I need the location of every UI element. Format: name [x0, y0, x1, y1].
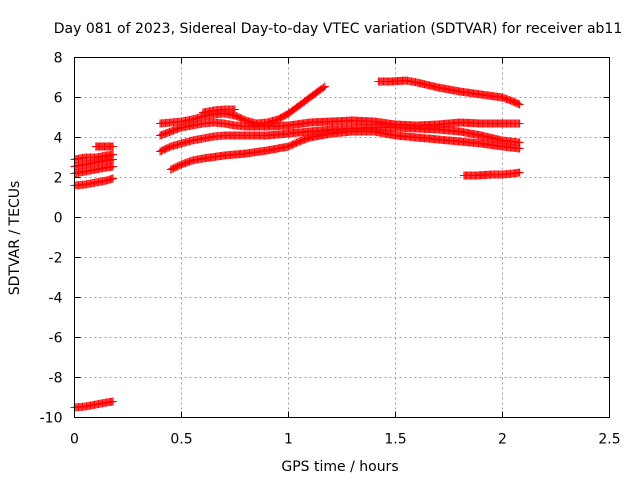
series-arc-a-negative — [70, 397, 118, 412]
series-arc-b-bottom — [166, 127, 524, 174]
x-tick-label: 2.5 — [598, 432, 620, 448]
data-point — [514, 99, 523, 108]
x-tick-label: 0 — [70, 432, 79, 448]
data-point — [109, 397, 118, 406]
series-arc-a-mid — [70, 155, 118, 171]
series-arc-c-high — [374, 76, 524, 109]
y-tick-label: -2 — [49, 251, 63, 267]
data-point — [109, 174, 118, 183]
series-arc-b-short — [198, 105, 239, 117]
data-point — [515, 100, 524, 109]
x-tick-label: 1 — [284, 432, 293, 448]
series-arc-c-low — [459, 168, 524, 180]
series-arc-a-bottom — [70, 174, 118, 190]
y-tick-label: 4 — [54, 131, 63, 147]
series-arc-b-middle — [156, 116, 524, 140]
y-tick-label: 6 — [54, 91, 63, 107]
data-point — [515, 168, 524, 177]
x-tick-label: 0.5 — [170, 432, 192, 448]
y-tick-label: -10 — [40, 411, 63, 427]
data-point — [231, 105, 239, 114]
y-tick-label: 2 — [54, 171, 63, 187]
data-point — [319, 83, 328, 92]
y-tick-label: -4 — [49, 291, 63, 307]
tick-layer: 0 0.5 1 1.5 2 2.5 -10 -8 -6 -4 -2 0 2 4 6 8 — [40, 51, 621, 448]
data-point — [320, 82, 329, 91]
x-tick-label: 2 — [498, 432, 507, 448]
data-point — [109, 155, 118, 164]
series-arc-a-low — [70, 162, 118, 178]
series-arc-a-short — [91, 142, 118, 151]
x-axis-label: GPS time / hours — [281, 459, 398, 475]
series-arc-b-upper — [156, 82, 329, 128]
data-point — [515, 119, 524, 128]
y-tick-label: 0 — [54, 211, 63, 227]
x-tick-label: 1.5 — [384, 432, 406, 448]
grid-layer — [74, 57, 610, 418]
data-point — [515, 144, 524, 153]
data-point — [109, 162, 118, 171]
y-tick-label: -6 — [49, 331, 63, 347]
y-tick-label: -8 — [49, 371, 63, 387]
plot-frame — [74, 57, 610, 418]
y-axis-label: SDTVAR / TECUs — [7, 181, 23, 296]
y-tick-label: 8 — [54, 51, 63, 67]
data-point — [109, 142, 118, 151]
data-layer — [70, 76, 524, 412]
series-arc-a-top — [70, 150, 118, 164]
chart-title: Day 081 of 2023, Sidereal Day-to-day VTE… — [54, 21, 623, 37]
